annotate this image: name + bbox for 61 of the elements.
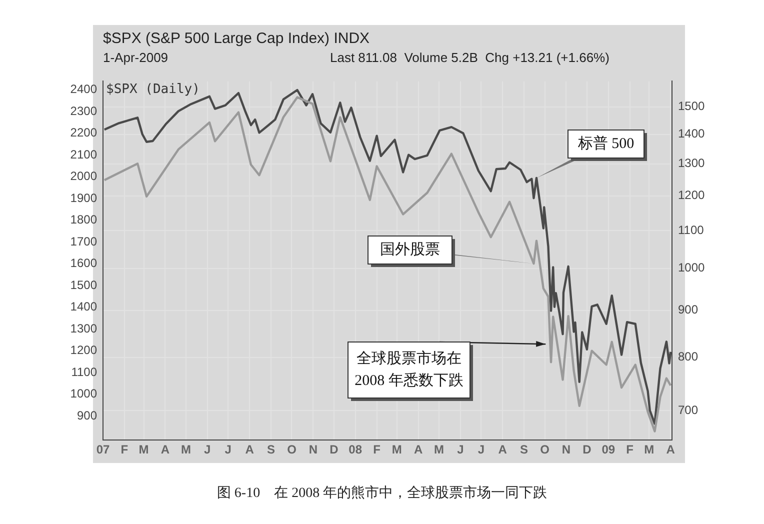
y-tick-label: 1400	[70, 300, 98, 314]
x-tick-label: O	[287, 442, 296, 457]
x-tick-label: F	[373, 442, 380, 457]
y-tick-label: 2400	[70, 82, 98, 96]
x-tick-label: A	[160, 442, 170, 457]
y-tick-label: 1600	[70, 256, 98, 270]
y-tick-label: 1100	[71, 364, 98, 379]
x-tick-label: S	[266, 442, 276, 457]
x-tick-label: A	[414, 442, 423, 457]
x-tick-label: A	[666, 442, 676, 457]
y-tick-label: 2000	[70, 169, 98, 184]
y-tick-label: 1800	[70, 212, 98, 227]
y-tick-label: 1000	[70, 386, 98, 401]
y-tick-label: 1700	[70, 234, 98, 248]
y-tick-label: 900	[76, 408, 98, 422]
text: 国外股票	[380, 242, 440, 258]
caption: 图 6-10 在 2008 年的熊市中，全球股票市场一同下跌	[216, 484, 548, 502]
x-tick-label: J	[204, 442, 211, 457]
y2-tick-label: 700	[678, 402, 698, 417]
y-tick-label: 2200	[70, 126, 98, 140]
x-tick-label: M	[138, 442, 149, 457]
chart-title: $SPX (S&P 500 Large Cap Index) INDX	[103, 30, 370, 47]
x-tick-label: 07	[96, 442, 110, 457]
y2-tick-label: 1100	[678, 222, 704, 237]
y-tick-label: 2300	[70, 104, 98, 118]
x-tick-label: F	[626, 442, 634, 457]
x-tick-label: D	[330, 442, 339, 457]
y2-tick-label: 900	[678, 302, 698, 317]
annotation: $SPX (Daily)	[106, 82, 200, 98]
chart-subtitle: 1-Apr-2009	[103, 50, 168, 65]
x-tick-label: 08	[348, 442, 362, 457]
y2-tick-label: 1200	[678, 188, 706, 202]
y2-tick-label: 1500	[678, 99, 706, 114]
y-tick-label: 1500	[70, 278, 98, 292]
x-tick-label: M	[644, 442, 654, 457]
x-tick-label: 09	[602, 442, 616, 457]
x-tick-label: M	[434, 442, 444, 457]
y2-tick-label: 800	[678, 350, 698, 364]
x-tick-label: D	[582, 442, 592, 457]
x-tick-label: F	[120, 442, 128, 457]
y2-tick-label: 1300	[678, 156, 706, 170]
x-tick-label: S	[520, 442, 528, 457]
x-tick-label: M	[392, 442, 402, 457]
text: 标普 500	[576, 134, 634, 152]
annotation: 全球股票市场在 2008 年悉数下跌	[354, 350, 464, 389]
x-tick-label: A	[245, 442, 254, 457]
x-tick-label: J	[478, 442, 485, 457]
x-tick-label: A	[498, 442, 508, 457]
y-tick-label: 2100	[70, 147, 98, 162]
x-tick-label: J	[224, 442, 232, 457]
y-tick-label: 1900	[70, 190, 98, 205]
x-tick-label: O	[540, 442, 550, 457]
x-tick-label: N	[308, 442, 318, 457]
x-tick-label: M	[180, 442, 191, 457]
y-tick-label: 1200	[70, 343, 98, 358]
y2-tick-label: 1400	[678, 126, 706, 141]
text: Last 811.08 Volume 5.2B Chg +13.21 (+1.66%)	[330, 50, 610, 65]
y2-tick-label: 1000	[678, 260, 706, 275]
x-tick-label: J	[457, 442, 464, 457]
y-tick-label: 1300	[70, 321, 98, 336]
x-tick-label: N	[562, 442, 571, 457]
